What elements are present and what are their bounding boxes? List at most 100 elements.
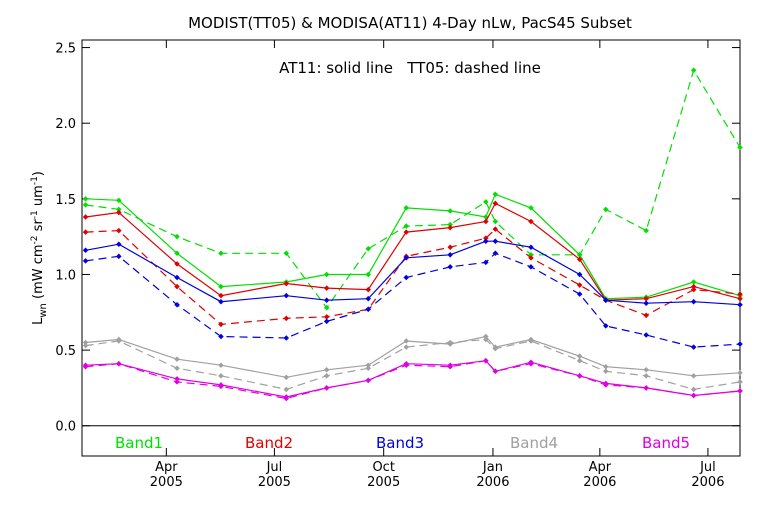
data-point xyxy=(690,298,697,305)
data-point xyxy=(737,341,743,347)
series-band5-solid xyxy=(82,357,743,400)
data-point xyxy=(528,255,534,261)
data-point xyxy=(483,259,489,266)
data-point xyxy=(283,292,290,299)
y-tick-label: 0.0 xyxy=(55,420,76,435)
x-tick-month: Jul xyxy=(266,460,283,475)
series-band4-dashed xyxy=(82,336,743,393)
data-point xyxy=(116,360,122,367)
data-point xyxy=(323,385,330,391)
series-line xyxy=(85,240,741,306)
data-point xyxy=(365,271,372,278)
data-point xyxy=(116,197,122,204)
data-point xyxy=(218,333,224,340)
legend: Band1 Band2 Band3 Band4 Band5 xyxy=(115,434,690,452)
series-band3-dashed xyxy=(82,250,743,350)
series-band4-solid xyxy=(82,333,743,381)
data-point xyxy=(492,368,499,375)
series-line xyxy=(85,202,741,301)
x-tick-year: 2006 xyxy=(583,475,616,490)
data-point xyxy=(116,209,122,216)
data-point xyxy=(365,245,372,252)
x-tick-year: 2005 xyxy=(258,475,291,490)
data-point xyxy=(643,385,649,391)
data-point xyxy=(116,227,122,234)
y-axis-label-units-mid: sr xyxy=(31,219,46,236)
data-point xyxy=(492,191,499,198)
y-axis-label-sub: wn xyxy=(38,303,49,318)
data-point xyxy=(82,258,89,264)
x-tick-year: 2005 xyxy=(367,475,400,490)
data-point xyxy=(218,321,224,328)
data-point xyxy=(283,335,290,341)
data-point xyxy=(690,392,697,399)
data-point xyxy=(643,332,649,338)
legend-item: Band1 xyxy=(115,434,163,452)
data-point xyxy=(403,223,410,229)
data-point xyxy=(283,315,290,322)
y-axis-label-units-exp3: -1 xyxy=(30,176,40,185)
data-point xyxy=(576,357,583,364)
data-point xyxy=(447,339,453,346)
data-point xyxy=(737,301,743,308)
series-band2-solid xyxy=(82,200,743,303)
data-point xyxy=(690,286,697,293)
legend-item: Band2 xyxy=(245,434,293,452)
data-point xyxy=(603,206,609,213)
data-point xyxy=(576,353,583,359)
chart-title: MODIST(TT05) & MODISA(AT11) 4-Day nLw, P… xyxy=(188,14,632,32)
data-point xyxy=(283,386,290,393)
series-line xyxy=(85,360,741,398)
y-tick-label: 2.5 xyxy=(55,42,76,57)
data-point xyxy=(323,271,330,278)
series-line xyxy=(85,252,741,348)
data-point xyxy=(447,244,453,251)
data-point xyxy=(82,214,89,220)
data-point xyxy=(603,363,609,370)
data-point xyxy=(528,244,534,251)
data-point xyxy=(116,241,122,247)
y-axis-label-main: L xyxy=(31,317,46,325)
data-point xyxy=(528,360,534,367)
data-point xyxy=(737,144,743,151)
data-point xyxy=(528,218,534,225)
data-point xyxy=(82,247,89,254)
data-point xyxy=(492,345,499,352)
x-tick-year: 2005 xyxy=(150,475,183,490)
data-point xyxy=(174,283,180,290)
data-point xyxy=(603,382,609,388)
legend-item: Band5 xyxy=(642,434,690,452)
data-point xyxy=(174,250,180,257)
data-point xyxy=(218,298,224,305)
legend-item: Band4 xyxy=(510,434,558,452)
data-point xyxy=(690,373,697,379)
y-tick-label: 1.5 xyxy=(55,193,76,208)
y-tick-label: 2.0 xyxy=(55,117,76,132)
series-band1-solid xyxy=(82,191,743,302)
data-point xyxy=(643,300,649,306)
data-point xyxy=(690,386,697,393)
data-point xyxy=(528,205,534,211)
data-point xyxy=(576,373,583,379)
x-tick-month: Jan xyxy=(482,460,503,475)
data-point xyxy=(116,253,122,260)
data-point xyxy=(603,323,609,329)
x-tick-year: 2006 xyxy=(476,475,509,490)
data-point xyxy=(174,233,180,240)
y-axis-label-units-mid2: um xyxy=(31,185,46,210)
y-axis-label-units-exp2: -1 xyxy=(30,210,40,219)
data-point xyxy=(218,373,224,379)
x-tick-month: Apr xyxy=(589,460,612,475)
data-point xyxy=(323,318,330,325)
y-tick-label: 0.5 xyxy=(55,344,76,359)
data-point xyxy=(116,338,122,344)
series-line xyxy=(85,360,741,400)
plot-frame xyxy=(81,39,741,457)
data-point xyxy=(174,356,180,362)
x-tick-year: 2006 xyxy=(691,475,724,490)
data-point xyxy=(737,379,743,385)
data-point xyxy=(483,357,489,364)
data-point xyxy=(403,205,410,211)
data-point xyxy=(323,304,330,311)
data-point xyxy=(365,286,372,293)
